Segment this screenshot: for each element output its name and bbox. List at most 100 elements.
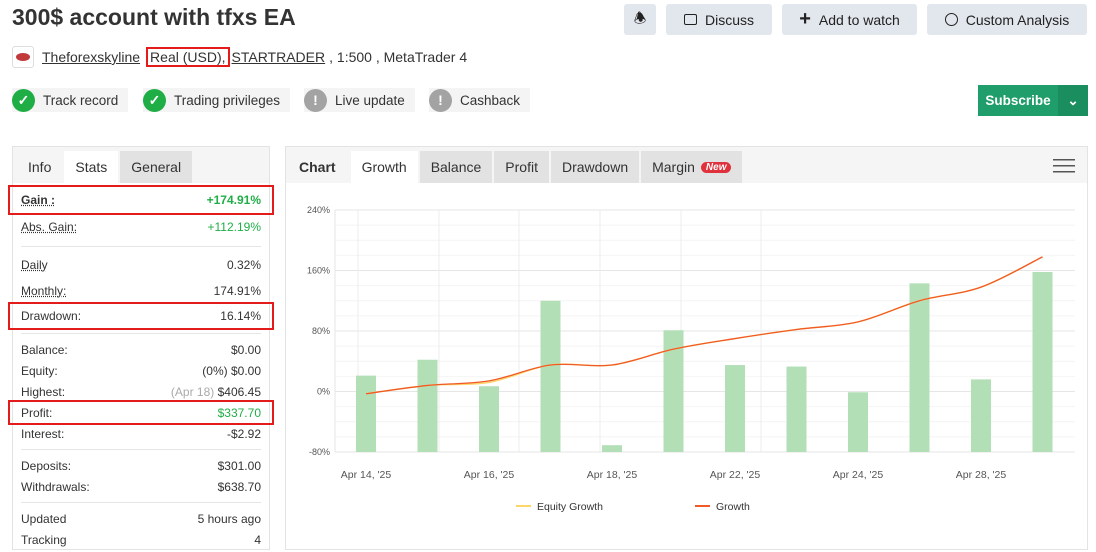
tab-info[interactable]: Info — [28, 159, 52, 175]
x-tick-label: Apr 22, '25 — [710, 469, 761, 481]
bar — [786, 366, 807, 452]
stat-value: $0.00 — [230, 342, 261, 357]
tab-drawdown[interactable]: Drawdown — [550, 151, 640, 183]
stat-equity: Equity: (0%) $0.00 — [13, 360, 269, 381]
bar — [417, 359, 438, 452]
stats-tabs: Info Stats General — [13, 147, 269, 183]
badge-label: Cashback — [460, 92, 521, 108]
stat-value: +112.19% — [207, 220, 262, 234]
avatar — [12, 46, 34, 68]
discuss-button[interactable]: Discuss — [666, 4, 772, 35]
bar — [725, 365, 745, 452]
badge-label: Trading privileges — [174, 92, 281, 108]
stat-label: Highest: — [21, 384, 66, 399]
x-tick-label: Apr 14, '25 — [341, 469, 392, 481]
bar — [1032, 272, 1053, 452]
stat-withdrawals: Withdrawals: $638.70 — [13, 476, 269, 497]
stat-label: Drawdown: — [21, 309, 82, 323]
leverage-platform: , 1:500 , MetaTrader 4 — [329, 49, 468, 65]
check-icon: ✓ — [143, 88, 166, 112]
stat-value: 4 — [254, 532, 261, 547]
subscribe-button[interactable]: Subscribe ⌄ — [978, 85, 1088, 116]
growth-chart: 240% 160% 80% 0% -80% Apr 14, '25 Apr 16, '25 A… — [307, 205, 1075, 513]
tab-growth[interactable]: Growth — [350, 151, 418, 183]
settings-sliders-icon[interactable] — [1053, 156, 1075, 174]
badge-label: Live update — [335, 92, 405, 108]
bell-icon: 🕭 — [633, 9, 647, 26]
y-tick-label: 80% — [312, 326, 330, 336]
stat-value: $638.70 — [217, 479, 261, 494]
badge-trading-privileges: ✓ Trading privileges — [143, 88, 291, 112]
x-tick-label: Apr 18, '25 — [587, 469, 638, 481]
chart-label: Chart — [299, 159, 336, 175]
account-type: Real (USD), — [146, 47, 230, 67]
stat-highest: Highest: (Apr 18) $406.45 — [13, 381, 269, 402]
bar — [602, 445, 622, 452]
bar — [909, 283, 930, 452]
stat-value: 0.32% — [226, 258, 261, 272]
stat-value: (0%) $0.00 — [202, 363, 261, 378]
tab-balance[interactable]: Balance — [419, 151, 493, 183]
stat-label: Profit: — [21, 405, 53, 420]
badge-cashback: ! Cashback — [429, 88, 531, 112]
subscribe-label: Subscribe — [985, 93, 1051, 108]
stat-label: Updated — [21, 511, 67, 526]
bar — [663, 330, 684, 452]
custom-analysis-label: Custom Analysis — [965, 11, 1070, 28]
badge-track-record: ✓ Track record — [12, 88, 129, 112]
add-to-watch-button[interactable]: + Add to watch — [782, 4, 917, 35]
bar — [540, 300, 561, 452]
comment-icon — [683, 14, 697, 25]
stat-interest: Interest: -$2.92 — [13, 423, 269, 444]
stat-drawdown: Drawdown: 16.14% — [8, 302, 274, 330]
broker-link[interactable]: STARTRADER — [231, 49, 326, 65]
tab-margin-label: Margin — [652, 159, 695, 175]
stat-label: Tracking — [21, 532, 67, 547]
stat-value: 5 hours ago — [197, 511, 261, 526]
stat-abs-gain: Abs. Gain: +112.19% — [13, 213, 269, 241]
stat-balance: Balance: $0.00 — [13, 339, 269, 360]
x-tick-label: Apr 24, '25 — [833, 469, 884, 481]
tab-profit[interactable]: Profit — [494, 151, 549, 183]
tab-stats[interactable]: Stats — [64, 151, 119, 183]
stats-panel: Info Stats General Gain : +174.91% Abs. G… — [8, 146, 274, 550]
stat-tracking: Tracking 4 — [13, 529, 269, 550]
exclamation-icon: ! — [429, 88, 452, 112]
y-tick-label: -80% — [309, 447, 330, 457]
bar — [848, 392, 868, 452]
stat-label: Monthly: — [21, 284, 67, 298]
stat-value: $301.00 — [217, 458, 261, 473]
stat-deposits: Deposits: $301.00 — [13, 455, 269, 476]
stat-profit: Profit: $337.70 — [8, 400, 274, 425]
stat-gain: Gain : +174.91% — [8, 185, 274, 215]
new-badge: New — [700, 161, 732, 173]
tab-margin[interactable]: Margin New — [641, 151, 743, 183]
x-tick-label: Apr 16, '25 — [464, 469, 515, 481]
bar — [971, 379, 991, 452]
exclamation-icon: ! — [304, 88, 327, 112]
discuss-label: Discuss — [704, 11, 754, 28]
custom-analysis-button[interactable]: Custom Analysis — [927, 4, 1087, 35]
user-link[interactable]: Theforexskyline — [42, 49, 141, 65]
stat-value: 174.91% — [213, 284, 261, 298]
stat-value: -$2.92 — [226, 426, 261, 441]
badge-live-update: ! Live update — [304, 88, 415, 112]
stat-label: Equity: — [21, 363, 58, 378]
add-to-watch-label: Add to watch — [818, 11, 900, 28]
stat-label: Gain : — [21, 193, 56, 207]
y-tick-label: 240% — [307, 205, 330, 215]
legend-equity-growth: Equity Growth — [537, 501, 603, 513]
notification-button[interactable]: 🕭 — [624, 4, 656, 35]
clock-icon — [944, 13, 958, 26]
account-meta: Theforexskyline Real (USD), STARTRADER ,… — [12, 46, 467, 68]
check-icon: ✓ — [12, 88, 35, 112]
chevron-down-icon[interactable]: ⌄ — [1058, 85, 1088, 116]
chart-panel: Chart Growth Balance Profit Drawdown Mar… — [285, 146, 1088, 550]
stat-note: (Apr 18) — [170, 384, 215, 399]
y-tick-label: 0% — [317, 387, 330, 397]
tab-general[interactable]: General — [120, 151, 193, 183]
stat-value: $406.45 — [217, 384, 261, 399]
y-tick-label: 160% — [307, 266, 330, 276]
legend-growth: Growth — [716, 501, 750, 513]
stat-daily: Daily 0.32% — [13, 252, 269, 278]
